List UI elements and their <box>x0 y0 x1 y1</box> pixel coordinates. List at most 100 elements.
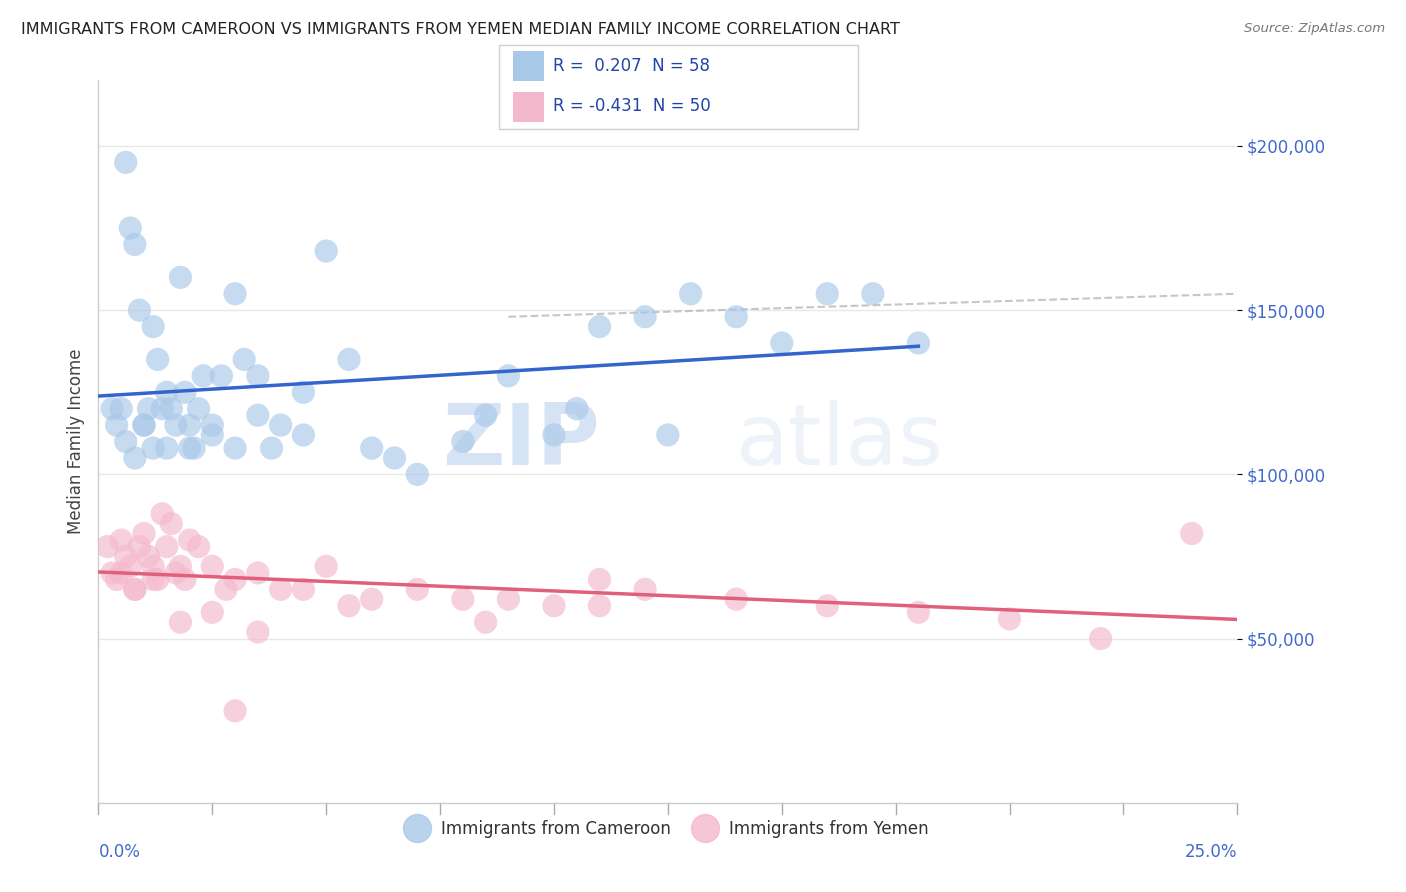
Point <box>169 615 191 630</box>
Point <box>169 559 191 574</box>
Point <box>543 599 565 613</box>
Point <box>128 540 150 554</box>
Point <box>156 441 179 455</box>
Text: 25.0%: 25.0% <box>1185 843 1237 861</box>
Point <box>187 540 209 554</box>
Point <box>907 605 929 619</box>
Point <box>132 418 155 433</box>
Point <box>588 599 610 613</box>
Point <box>270 418 292 433</box>
Point <box>406 582 429 597</box>
Point <box>337 352 360 367</box>
Point <box>657 428 679 442</box>
Text: R =  0.207  N = 58: R = 0.207 N = 58 <box>553 57 710 75</box>
Point <box>142 319 165 334</box>
Point <box>770 336 793 351</box>
Point <box>150 401 173 416</box>
Point <box>138 401 160 416</box>
Point <box>142 441 165 455</box>
Point <box>634 582 657 597</box>
Point <box>179 533 201 547</box>
Point <box>96 540 118 554</box>
Point <box>165 418 187 433</box>
Point <box>451 434 474 449</box>
Point <box>360 592 382 607</box>
Point <box>588 319 610 334</box>
Point <box>224 573 246 587</box>
Point <box>998 612 1021 626</box>
Point <box>124 582 146 597</box>
Point <box>124 582 146 597</box>
Text: atlas: atlas <box>737 400 945 483</box>
Point <box>142 559 165 574</box>
Point <box>233 352 256 367</box>
Point <box>165 566 187 580</box>
Point <box>679 286 702 301</box>
Point <box>292 428 315 442</box>
Point <box>156 385 179 400</box>
Point <box>124 450 146 465</box>
Point <box>315 559 337 574</box>
Point <box>215 582 238 597</box>
Text: 0.0%: 0.0% <box>98 843 141 861</box>
Point <box>150 507 173 521</box>
Point <box>138 549 160 564</box>
Point <box>588 573 610 587</box>
Point <box>132 418 155 433</box>
Point <box>174 385 197 400</box>
Point <box>1181 526 1204 541</box>
Point <box>124 237 146 252</box>
Point <box>132 526 155 541</box>
Point <box>101 566 124 580</box>
Text: R = -0.431  N = 50: R = -0.431 N = 50 <box>553 97 710 115</box>
Point <box>114 549 136 564</box>
Point <box>224 286 246 301</box>
Point <box>193 368 215 383</box>
Point <box>174 573 197 587</box>
Point <box>120 221 142 235</box>
Point <box>209 368 232 383</box>
Y-axis label: Median Family Income: Median Family Income <box>66 349 84 534</box>
Point <box>201 418 224 433</box>
Point <box>224 704 246 718</box>
Point <box>246 368 269 383</box>
Point <box>179 441 201 455</box>
Point <box>201 605 224 619</box>
Point <box>110 401 132 416</box>
Point <box>156 540 179 554</box>
Point <box>160 401 183 416</box>
Point <box>110 566 132 580</box>
Point <box>1090 632 1112 646</box>
Point <box>384 450 406 465</box>
Point <box>725 592 748 607</box>
Legend: Immigrants from Cameroon, Immigrants from Yemen: Immigrants from Cameroon, Immigrants fro… <box>401 814 935 845</box>
Point <box>201 428 224 442</box>
Point <box>337 599 360 613</box>
Text: Source: ZipAtlas.com: Source: ZipAtlas.com <box>1244 22 1385 36</box>
Point <box>246 625 269 640</box>
Point <box>543 428 565 442</box>
Point <box>292 582 315 597</box>
Text: ZIP: ZIP <box>441 400 599 483</box>
Text: IMMIGRANTS FROM CAMEROON VS IMMIGRANTS FROM YEMEN MEDIAN FAMILY INCOME CORRELATI: IMMIGRANTS FROM CAMEROON VS IMMIGRANTS F… <box>21 22 900 37</box>
Point <box>474 409 496 423</box>
Point <box>565 401 588 416</box>
Point <box>498 592 520 607</box>
Point <box>815 599 838 613</box>
Point <box>183 441 205 455</box>
Point <box>360 441 382 455</box>
Point <box>201 559 224 574</box>
Point <box>114 155 136 169</box>
Point <box>169 270 191 285</box>
Point <box>146 573 169 587</box>
Point <box>451 592 474 607</box>
Point <box>187 401 209 416</box>
Point <box>474 615 496 630</box>
Point <box>160 516 183 531</box>
Point <box>246 409 269 423</box>
Point <box>179 418 201 433</box>
Point <box>634 310 657 324</box>
Point <box>406 467 429 482</box>
Point <box>114 434 136 449</box>
Point <box>110 533 132 547</box>
